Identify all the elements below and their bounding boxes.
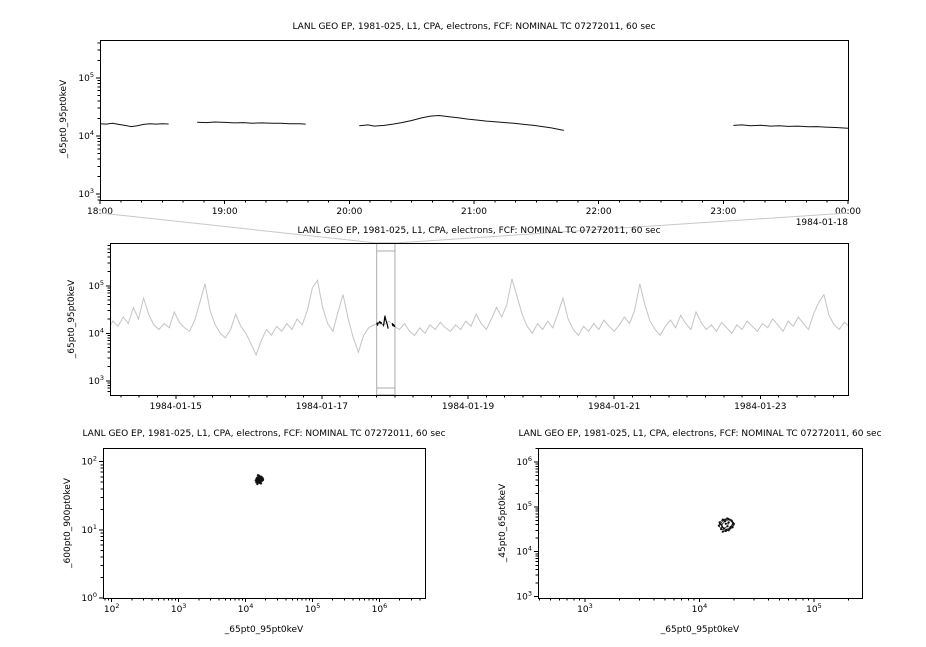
detail-yaxis-label: _65pt0_95pt0keV (59, 79, 69, 159)
axis-tick-label: 100 (81, 591, 97, 604)
axis-tick-label: 105 (78, 71, 94, 84)
highlight-detail-overlay (376, 321, 379, 326)
scatter-point (256, 474, 260, 477)
axis-tick-label: 102 (104, 602, 120, 615)
axis-tick-label: 00:00 (835, 207, 861, 217)
axis-tick-label: 104 (78, 129, 94, 142)
panel-context-title: LANL GEO EP, 1981-025, L1, CPA, electron… (297, 226, 661, 236)
axis-tick-label: 106 (372, 602, 388, 615)
axis-tick-label: 103 (78, 187, 94, 200)
series-line (733, 124, 848, 129)
scatter-point (728, 527, 732, 530)
axis-tick-label: 18:00 (87, 207, 113, 217)
scatter2-xaxis-label: _65pt0_95pt0keV (660, 625, 740, 635)
highlight-detail-overlay (378, 320, 383, 325)
scatter-point (728, 518, 731, 521)
scatter-point (255, 481, 258, 484)
axis-tick-label: 105 (88, 279, 104, 292)
scatter-point (724, 520, 727, 523)
scatter2-yaxis-label: _45pt0_65pt0keV (498, 483, 508, 563)
scatter-point (721, 526, 724, 529)
scatter-point (720, 523, 723, 526)
context-yaxis-label: _65pt0_95pt0keV (67, 279, 77, 359)
series-line (359, 114, 564, 131)
scatter-point (257, 481, 261, 484)
axis-tick-label: 103 (577, 602, 593, 615)
plot-frame (538, 448, 863, 599)
scatter-point (256, 476, 259, 479)
axis-tick-label: 103 (171, 602, 187, 615)
scatter-point (727, 521, 730, 524)
axis-tick-label: 21:00 (461, 207, 487, 217)
highlight-detail-overlay (382, 314, 389, 329)
scatter-point (731, 526, 734, 529)
scatter-point (732, 523, 735, 526)
plot-frame (100, 40, 849, 201)
scatter-point (259, 482, 263, 485)
axis-tick-label: 20:00 (336, 207, 362, 217)
scatter1-yaxis-label: _600pt0_900pt0keV (63, 478, 73, 568)
axis-tick-label: 19:00 (212, 207, 238, 217)
axis-tick-label: 105 (806, 602, 822, 615)
scatter-point (717, 524, 721, 527)
axis-tick-label: 104 (238, 602, 254, 615)
scatter1-xaxis-label: _65pt0_95pt0keV (224, 625, 304, 635)
highlight-detail-overlay (391, 322, 396, 328)
axis-tick-label: 22:00 (586, 207, 612, 217)
scatter-point (727, 529, 730, 532)
scatter-point (731, 521, 735, 524)
axis-tick-label: 104 (692, 602, 708, 615)
panel-context[interactable]: 1984-01-15 1984-01-17 1984-01-19 1984-01-21… (88, 212, 854, 412)
axis-tick-label: 101 (81, 523, 97, 536)
series-line (197, 121, 306, 125)
axis-tick-label: 105 (305, 602, 321, 615)
detail-date-label: 1984-01-18 (795, 218, 848, 228)
axis-tick-label: 105 (516, 500, 532, 513)
scatter-point (722, 519, 725, 522)
axis-tick-label: 1984-01-21 (588, 402, 640, 412)
plot-frame (110, 243, 849, 396)
axis-tick-label: 1984-01-23 (734, 402, 786, 412)
scatter-point (257, 478, 260, 482)
axis-tick-label: 1984-01-17 (296, 402, 348, 412)
scatter-point (724, 522, 727, 525)
axis-tick-label: 103 (516, 590, 532, 603)
zoom-connector-left (99, 212, 377, 244)
axis-tick-label: 106 (516, 455, 532, 468)
series-line (100, 122, 169, 128)
scatter-point (729, 525, 732, 528)
axis-tick-label: 104 (88, 326, 104, 339)
axis-tick-label: 1984-01-15 (150, 402, 202, 412)
scatter-point (722, 527, 726, 530)
scatter-point (726, 525, 729, 528)
axis-tick-label: 23:00 (710, 207, 736, 217)
axis-tick-label: 103 (88, 374, 104, 387)
axis-tick-label: 104 (516, 545, 532, 558)
scatter-point (720, 528, 723, 531)
panel-detail-title: LANL GEO EP, 1981-025, L1, CPA, electron… (292, 22, 656, 32)
scatter-point (725, 528, 728, 531)
plot-frame (103, 448, 426, 599)
panel-scatter1[interactable]: 102 103 104 105 106 100 101 102 (81, 448, 426, 616)
scatter-point (259, 476, 262, 479)
panel-scatter2-title: LANL GEO EP, 1981-025, L1, CPA, electron… (518, 429, 882, 439)
panel-scatter2[interactable]: 103 104 105 103 104 105 106 (516, 447, 863, 615)
axis-tick-label: 1984-01-19 (442, 402, 495, 412)
scatter-point (721, 530, 724, 533)
series-line (110, 278, 848, 357)
scatter-point (730, 520, 734, 523)
zoom-connector-right (394, 212, 849, 244)
panel-detail[interactable]: 18:00 19:00 20:00 21:00 22:00 23:00 00:00 103 10… (78, 40, 861, 218)
panel-scatter1-title: LANL GEO EP, 1981-025, L1, CPA, electron… (82, 429, 446, 439)
scatter-point (256, 482, 259, 486)
scatter-point (260, 479, 263, 483)
axis-tick-label: 102 (81, 455, 97, 468)
